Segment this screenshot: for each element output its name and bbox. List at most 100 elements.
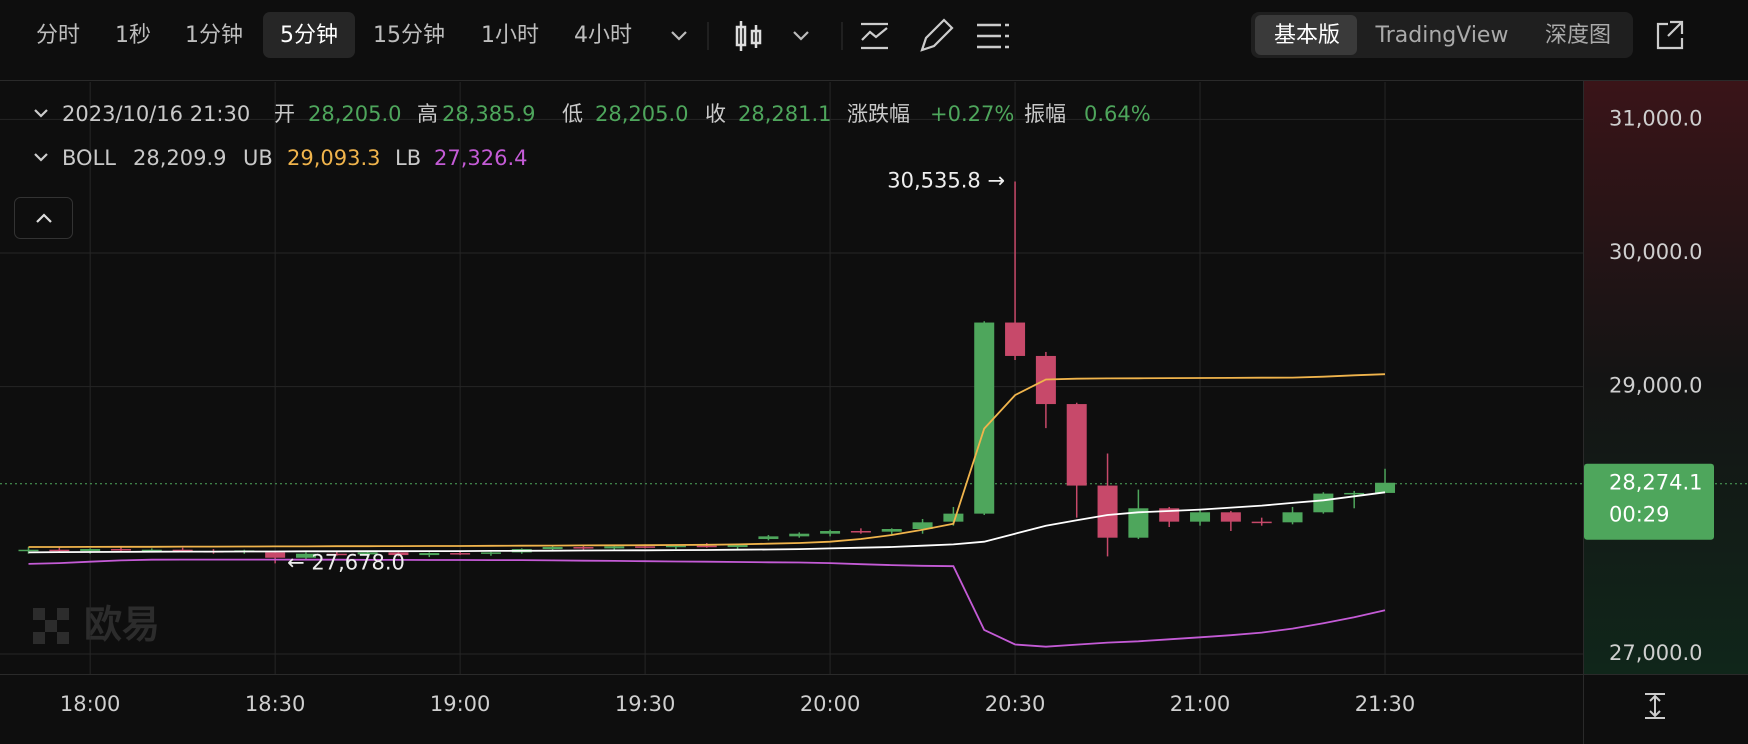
- candle-body: [18, 549, 39, 552]
- candle-body: [480, 552, 501, 554]
- x-tick-label: 19:30: [615, 692, 676, 716]
- legend-label: 低: [562, 102, 583, 126]
- candle-body: [295, 553, 316, 558]
- legend-value: 28,209.9: [133, 146, 227, 170]
- interval-tab[interactable]: 1小时: [481, 23, 539, 48]
- legend-label: 高: [417, 102, 438, 126]
- legend-label: 开: [274, 102, 295, 126]
- interval-tab[interactable]: 5分钟: [280, 23, 338, 48]
- interval-tab[interactable]: 1秒: [115, 23, 151, 48]
- x-tick-label: 18:30: [245, 692, 306, 716]
- price-tag-value: 28,274.1: [1609, 471, 1703, 495]
- candle-body: [1344, 492, 1365, 495]
- candle-body: [912, 522, 933, 530]
- legend-value: 28,281.1: [738, 102, 832, 126]
- view-tab[interactable]: 深度图: [1545, 23, 1611, 48]
- indicator-icon[interactable]: [861, 22, 888, 50]
- legend-label: LB: [395, 146, 421, 170]
- scale-icon[interactable]: [1645, 693, 1665, 719]
- legend-value: +0.27%: [930, 102, 1014, 126]
- active-view-bg: [1255, 15, 1357, 55]
- legend-value: 28,205.0: [595, 102, 689, 126]
- interval-tab[interactable]: 15分钟: [373, 23, 445, 48]
- candle-icon[interactable]: [735, 21, 762, 51]
- candle-body: [1190, 512, 1211, 522]
- candle-body: [758, 536, 779, 540]
- interval-tab[interactable]: 分时: [36, 23, 80, 48]
- candle-body: [1375, 482, 1396, 493]
- max-annotation: 30,535.8 →: [887, 168, 1005, 192]
- candle-body: [573, 547, 594, 549]
- watermark-logo: [33, 608, 69, 644]
- candle-body: [635, 546, 656, 548]
- active-interval-bg: [263, 12, 355, 58]
- candle-body: [357, 552, 378, 555]
- x-tick-label: 19:00: [430, 692, 491, 716]
- legend-value: 28,385.9: [442, 102, 536, 126]
- dropdown-chevron[interactable]: [671, 31, 809, 41]
- legend-label: 涨跌幅: [847, 102, 910, 126]
- candle-body: [943, 513, 964, 522]
- y-tick-label: 31,000.0: [1609, 106, 1703, 130]
- candle-body: [1066, 404, 1087, 486]
- legend-value: 0.64%: [1084, 102, 1151, 126]
- candle-body: [1313, 493, 1334, 513]
- price-axis-bg: [1584, 81, 1748, 674]
- interval-tab[interactable]: 4小时: [574, 23, 632, 48]
- candle-body: [110, 549, 131, 551]
- price-tag: [1584, 463, 1714, 540]
- legend-label: 收: [705, 102, 726, 126]
- interval-tab[interactable]: 1分钟: [185, 23, 243, 48]
- candle-body: [326, 553, 347, 556]
- candle-body: [1097, 485, 1118, 538]
- candle-body: [172, 549, 193, 552]
- candle-body: [419, 553, 440, 556]
- candle-body: [1128, 508, 1149, 538]
- y-tick-label: 29,000.0: [1609, 374, 1703, 398]
- y-tick-label: 27,000.0: [1609, 641, 1703, 665]
- legend-value: 29,093.3: [287, 146, 381, 170]
- candle-body: [80, 549, 101, 552]
- min-annotation: ← 27,678.0: [287, 550, 405, 574]
- candle-body: [49, 549, 70, 552]
- candle-body: [974, 322, 995, 514]
- x-tick-label: 21:30: [1355, 692, 1416, 716]
- fullscreen-icon[interactable]: [1656, 20, 1684, 50]
- x-tick-label: 21:00: [1170, 692, 1231, 716]
- settings-icon[interactable]: [977, 23, 1009, 49]
- candle-body: [1220, 512, 1241, 522]
- candle-body: [388, 552, 409, 556]
- candle-body: [727, 545, 748, 548]
- legend-date: 2023/10/16 21:30: [62, 102, 250, 126]
- view-tab[interactable]: 基本版: [1274, 23, 1340, 48]
- candle-body: [1005, 322, 1026, 356]
- x-tick-label: 20:00: [800, 692, 861, 716]
- candle-body: [820, 531, 841, 534]
- legend-label: 振幅: [1024, 102, 1066, 126]
- boll-line: [28, 373, 1386, 548]
- draw-icon[interactable]: [920, 18, 954, 52]
- boll-line: [28, 491, 1386, 554]
- boll-line: [28, 558, 1386, 648]
- x-tick-label: 18:00: [60, 692, 121, 716]
- collapse-icon[interactable]: [36, 213, 52, 223]
- candle-body: [604, 546, 625, 549]
- plot: [0, 82, 1748, 674]
- collapse-chevron[interactable]: [34, 109, 48, 162]
- candle-body: [789, 533, 810, 537]
- x-tick-label: 20:30: [985, 692, 1046, 716]
- candle-body: [665, 545, 686, 548]
- legend-label: UB: [243, 146, 273, 170]
- collapse-button[interactable]: [14, 197, 73, 239]
- candle-body: [450, 553, 471, 555]
- candle-body: [1282, 512, 1303, 523]
- candle-body: [881, 529, 902, 532]
- view-tab[interactable]: TradingView: [1375, 23, 1509, 48]
- legend-value: 28,205.0: [308, 102, 402, 126]
- candle-body: [265, 552, 286, 558]
- price-tag-countdown: 00:29: [1609, 503, 1670, 527]
- candle-body: [850, 531, 871, 533]
